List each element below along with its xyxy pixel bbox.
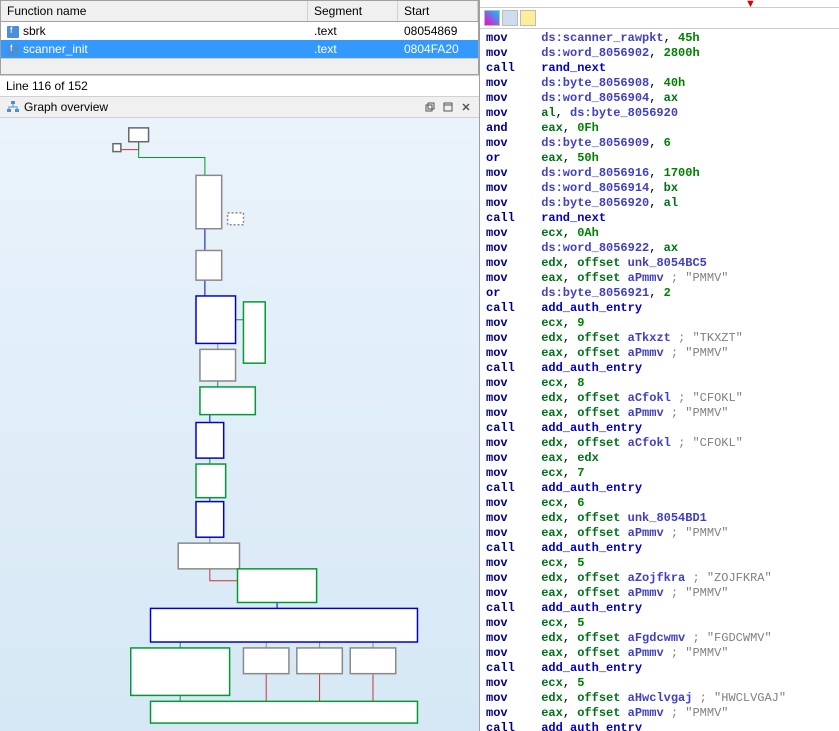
col-header-segment[interactable]: Segment [308,1,398,21]
disasm-line[interactable]: or ds:byte_8056921, 2 [486,286,833,301]
disasm-line[interactable]: mov ds:byte_8056920, al [486,196,833,211]
function-start: 08054869 [398,22,478,40]
disasm-line[interactable]: mov eax, edx [486,451,833,466]
restore-icon[interactable] [423,100,437,114]
disasm-line[interactable]: mov ds:word_8056914, bx [486,181,833,196]
disasm-line[interactable]: call add_auth_entry [486,601,833,616]
disasm-line[interactable]: mov eax, offset aPmmv ; "PMMV" [486,526,833,541]
disasm-toolbar [480,8,839,29]
functions-header: Function name Segment Start [1,1,478,22]
disasm-line[interactable]: mov ecx, 8 [486,376,833,391]
disasm-line[interactable]: mov eax, offset aPmmv ; "PMMV" [486,646,833,661]
disasm-line[interactable]: mov ds:word_8056916, 1700h [486,166,833,181]
graph-overview-canvas[interactable] [0,118,479,731]
disasm-line[interactable]: mov edx, offset unk_8054BC5 [486,256,833,271]
disasm-line[interactable]: mov edx, offset aCfokl ; "CFOKL" [486,391,833,406]
function-segment: .text [308,40,398,58]
status-line: Line 116 of 152 [0,75,479,97]
disassembly-panel: ▼ mov ds:scanner_rawpkt, 45hmov ds:word_… [480,0,839,731]
disasm-line[interactable]: call add_auth_entry [486,421,833,436]
toolbar-btn-3[interactable] [520,10,536,26]
disasm-line[interactable]: call add_auth_entry [486,541,833,556]
disasm-line[interactable]: mov eax, offset aPmmv ; "PMMV" [486,706,833,721]
function-name: scanner_init [23,42,88,56]
disasm-line[interactable]: mov edx, offset unk_8054BD1 [486,511,833,526]
function-row[interactable]: sbrk .text08054869 [1,22,478,40]
toolbar-btn-1[interactable] [484,10,500,26]
disasm-line[interactable]: mov ecx, 5 [486,556,833,571]
disasm-line[interactable]: mov ds:word_8056904, ax [486,91,833,106]
disasm-line[interactable]: call add_auth_entry [486,481,833,496]
disasm-line[interactable]: mov ds:word_8056902, 2800h [486,46,833,61]
disasm-line[interactable]: mov edx, offset aFgdcwmv ; "FGDCWMV" [486,631,833,646]
disasm-line[interactable]: call rand_next [486,211,833,226]
function-segment: .text [308,22,398,40]
disasm-line[interactable]: mov edx, offset aTkxzt ; "TKXZT" [486,331,833,346]
disasm-line[interactable]: mov ecx, 7 [486,466,833,481]
toolbar-btn-2[interactable] [502,10,518,26]
function-start: 0804FA20 [398,40,478,58]
graph-overview-header: Graph overview [0,97,479,118]
col-header-name[interactable]: Function name [1,1,308,21]
disasm-line[interactable]: call add_auth_entry [486,661,833,676]
function-name: sbrk [23,24,46,38]
disasm-line[interactable]: mov edx, offset aHwclvgaj ; "HWCLVGAJ" [486,691,833,706]
left-panel: Function name Segment Start sbrk .text080… [0,0,480,731]
graph-icon [6,101,20,113]
col-header-start[interactable]: Start [398,1,478,21]
disasm-line[interactable]: mov edx, offset aZojfkra ; "ZOJFKRA" [486,571,833,586]
disasm-line[interactable]: mov ds:byte_8056909, 6 [486,136,833,151]
close-icon[interactable] [459,100,473,114]
disasm-line[interactable]: call add_auth_entry [486,361,833,376]
disasm-line[interactable]: mov ecx, 0Ah [486,226,833,241]
disasm-line[interactable]: mov edx, offset aCfokl ; "CFOKL" [486,436,833,451]
horizontal-scrollbar[interactable] [1,58,478,74]
disasm-line[interactable]: mov ecx, 6 [486,496,833,511]
disasm-line[interactable]: or eax, 50h [486,151,833,166]
functions-table: Function name Segment Start sbrk .text080… [0,0,479,75]
disassembly-listing[interactable]: mov ds:scanner_rawpkt, 45hmov ds:word_80… [480,29,839,731]
function-icon [7,26,19,38]
disasm-line[interactable]: mov ecx, 9 [486,316,833,331]
disasm-line[interactable]: mov eax, offset aPmmv ; "PMMV" [486,586,833,601]
disasm-line[interactable]: call add_auth_entry [486,301,833,316]
disasm-line[interactable]: and eax, 0Fh [486,121,833,136]
disasm-line[interactable]: mov ecx, 5 [486,676,833,691]
disasm-line[interactable]: mov al, ds:byte_8056920 [486,106,833,121]
disasm-line[interactable]: call rand_next [486,61,833,76]
position-marker-icon: ▼ [745,0,756,10]
disasm-line[interactable]: call add_auth_entry [486,721,833,731]
graph-overview-title: Graph overview [24,100,108,114]
function-row[interactable]: scanner_init .text0804FA20 [1,40,478,58]
disasm-line[interactable]: mov ds:scanner_rawpkt, 45h [486,31,833,46]
disasm-line[interactable]: mov ds:word_8056922, ax [486,241,833,256]
disasm-line[interactable]: mov eax, offset aPmmv ; "PMMV" [486,406,833,421]
undock-icon[interactable] [441,100,455,114]
disasm-line[interactable]: mov ds:byte_8056908, 40h [486,76,833,91]
function-icon [7,44,19,56]
disasm-line[interactable]: mov ecx, 5 [486,616,833,631]
disasm-line[interactable]: mov eax, offset aPmmv ; "PMMV" [486,271,833,286]
disasm-line[interactable]: mov eax, offset aPmmv ; "PMMV" [486,346,833,361]
navigation-band[interactable]: ▼ [480,0,839,8]
